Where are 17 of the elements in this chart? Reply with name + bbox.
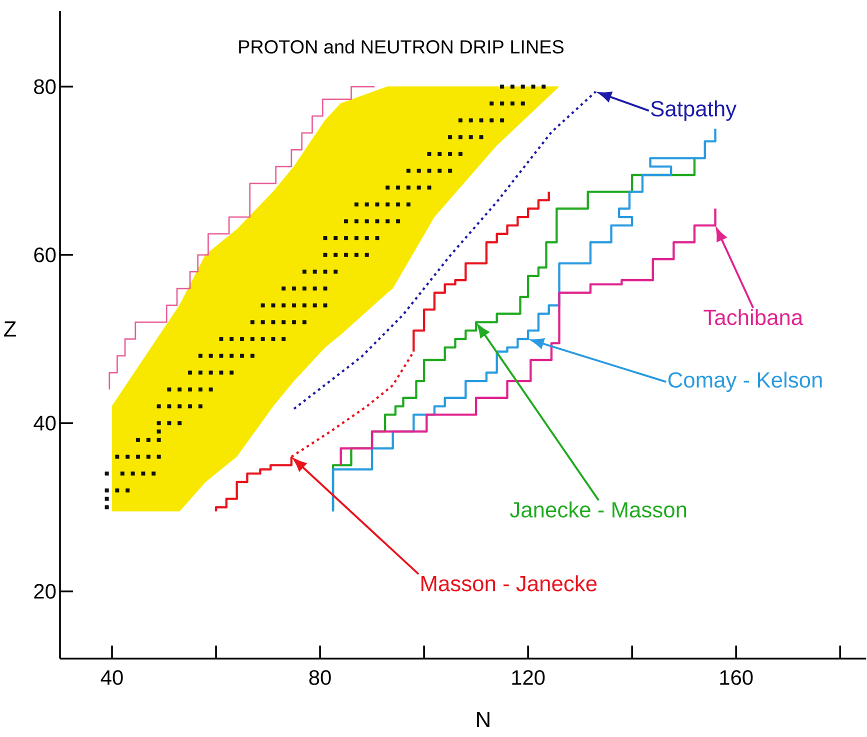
x-tick-label: 40 bbox=[100, 670, 123, 685]
text: PROTON and NEUTRON DRIP LINES bbox=[239, 39, 564, 54]
text: Janecke - Masson bbox=[510, 501, 686, 518]
x-tick-label: 120 bbox=[512, 670, 545, 685]
x-tick-label: 160 bbox=[720, 670, 753, 685]
y-tick-label: 20 bbox=[34, 584, 56, 599]
line-series bbox=[108, 86, 376, 390]
y-tick-label: 40 bbox=[34, 416, 56, 430]
y-tick-label: 80 bbox=[34, 79, 56, 94]
text: Comay - Kelson bbox=[668, 371, 822, 392]
text: Tachibana bbox=[704, 308, 804, 326]
y-axis-title: Z bbox=[4, 321, 16, 336]
text: Masson - Janecke bbox=[422, 575, 597, 592]
x-axis-title: N bbox=[477, 712, 490, 727]
y-tick-label: 60 bbox=[34, 247, 56, 262]
x-tick-label: 80 bbox=[309, 670, 331, 685]
legend-label: Satpathy bbox=[651, 100, 737, 121]
